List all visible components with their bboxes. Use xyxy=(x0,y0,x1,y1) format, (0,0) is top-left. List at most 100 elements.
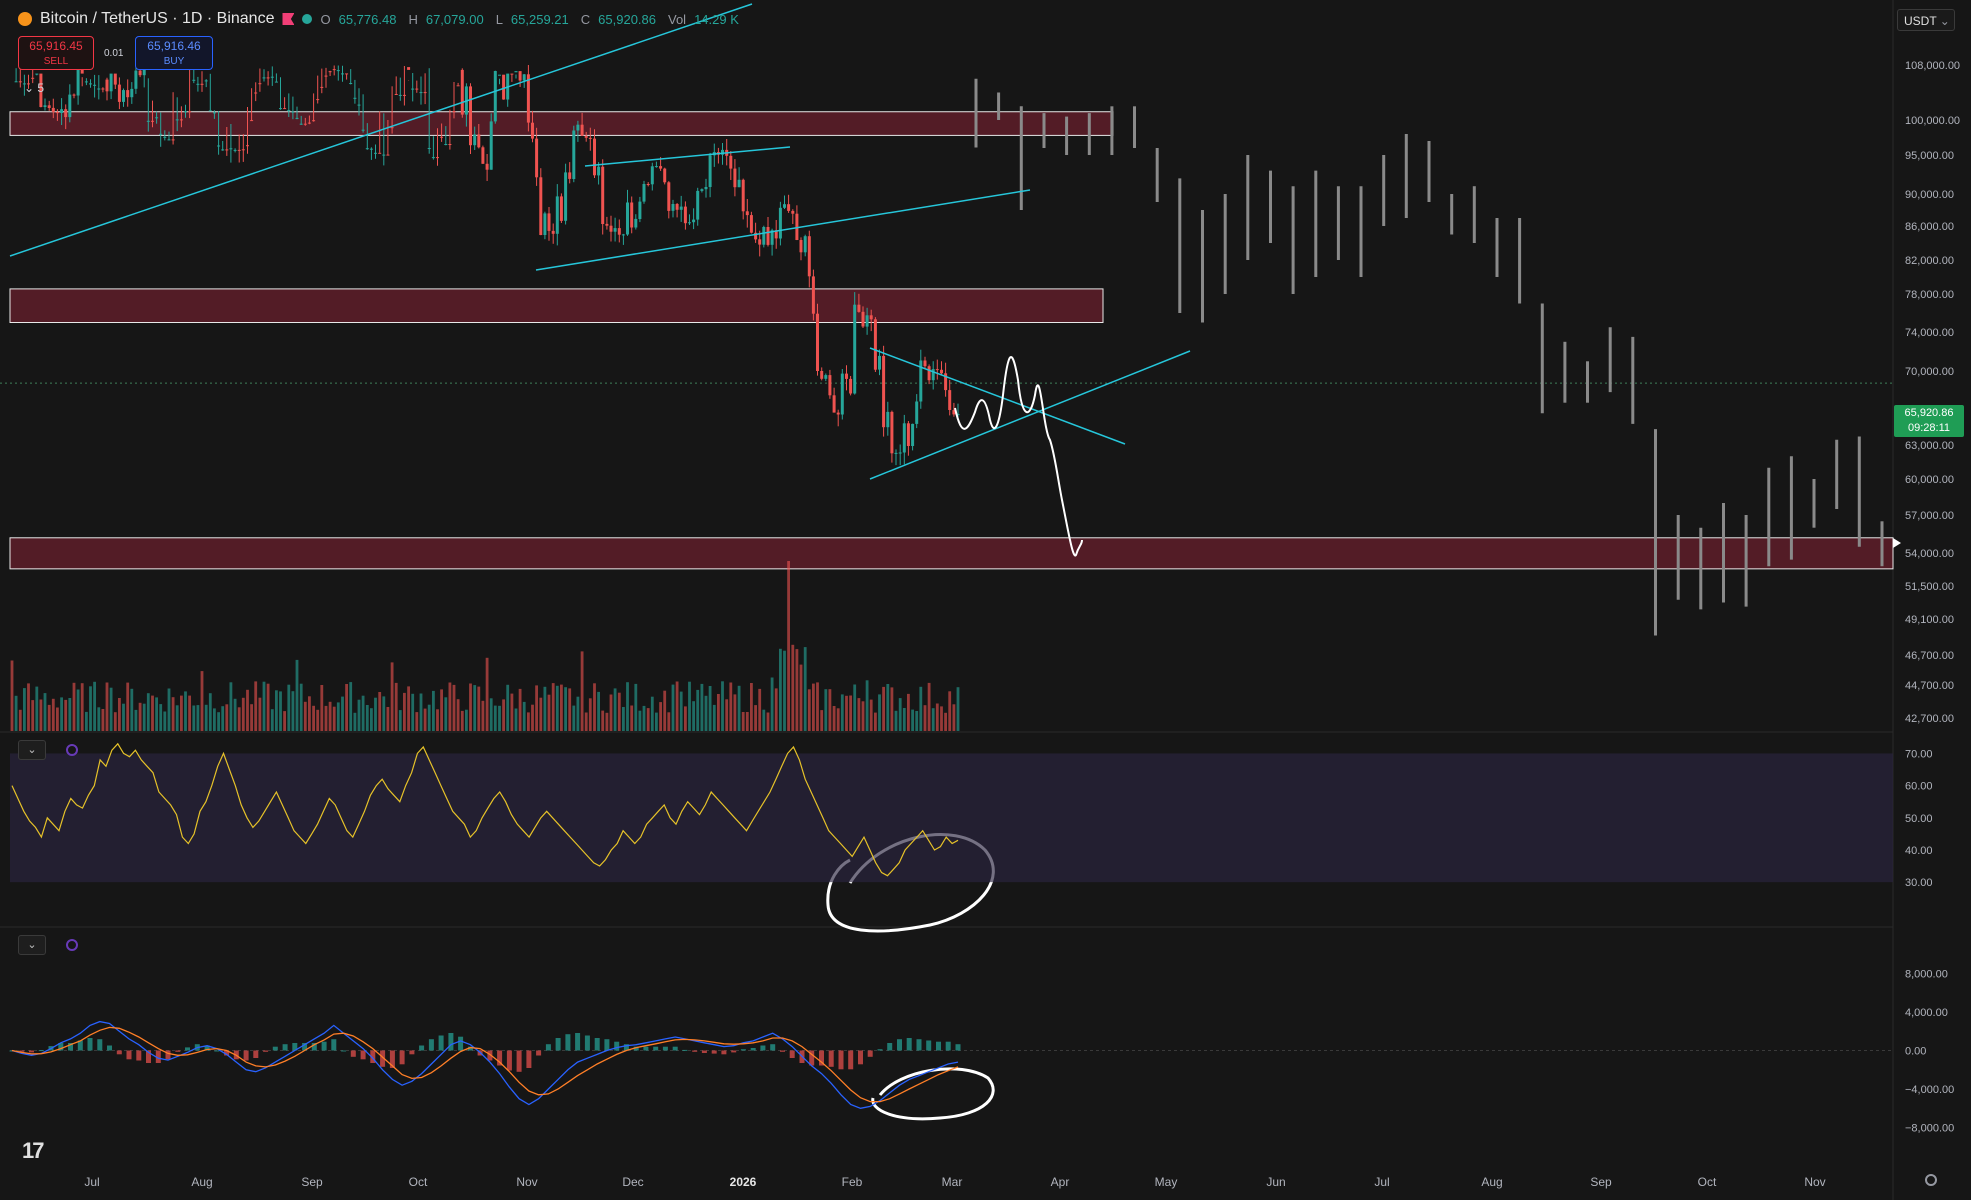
volume-bar xyxy=(564,687,567,731)
rsi-collapse-button[interactable]: ⌄ xyxy=(18,740,46,760)
volume-bar xyxy=(750,683,753,731)
volume-bar xyxy=(167,688,171,731)
macd-histogram-bar xyxy=(555,1038,561,1051)
sell-label: SELL xyxy=(43,56,69,67)
macd-histogram-bar xyxy=(848,1050,854,1070)
time-tick-label: Sep xyxy=(301,1175,323,1189)
macd-tick-label: 0.00 xyxy=(1905,1046,1926,1058)
candle-body xyxy=(613,228,617,232)
rsi-settings-icon[interactable] xyxy=(65,743,79,757)
volume-bar xyxy=(902,708,906,731)
candle-body xyxy=(477,134,481,148)
candle-body xyxy=(824,375,828,379)
candle-body xyxy=(473,134,477,146)
volume-bar xyxy=(700,683,704,731)
candle-body xyxy=(882,355,886,428)
volume-bar xyxy=(312,705,315,731)
volume-bar xyxy=(213,708,216,731)
macd-histogram-bar xyxy=(867,1050,873,1057)
price-tick-label: 49,100.00 xyxy=(1905,614,1954,626)
volume-bar xyxy=(365,705,369,731)
volume-bar xyxy=(861,701,865,731)
tradingview-logo[interactable]: 17 xyxy=(22,1138,45,1163)
candle-body xyxy=(654,166,658,168)
volume-bar xyxy=(865,680,869,731)
buy-price: 65,916.46 xyxy=(147,39,201,53)
sell-button[interactable]: 65,916.45 SELL xyxy=(18,36,94,70)
candle-body xyxy=(258,83,262,85)
volume-bar xyxy=(171,697,175,731)
volume-bar xyxy=(118,698,121,731)
volume-bar xyxy=(828,689,832,731)
volume-bar xyxy=(336,702,340,731)
volume-bar xyxy=(927,682,931,731)
price-tick-label: 51,500.00 xyxy=(1905,581,1954,593)
volume-bar xyxy=(617,692,621,731)
high-value: 67,079.00 xyxy=(425,11,484,27)
volume-bar xyxy=(419,693,423,731)
candle-body xyxy=(919,360,923,402)
candle-body xyxy=(539,177,543,235)
candle-body xyxy=(233,149,237,151)
macd-histogram-bar xyxy=(516,1050,522,1072)
volume-bar xyxy=(527,712,530,731)
macd-histogram-bar xyxy=(487,1050,493,1061)
macd-histogram-bar xyxy=(819,1050,824,1066)
buy-button[interactable]: 65,916.46 BUY xyxy=(135,36,213,70)
trendline xyxy=(535,189,1031,271)
gear-icon[interactable] xyxy=(1925,1174,1937,1186)
current-price: 65,920.86 xyxy=(1904,407,1954,419)
volume-bar xyxy=(634,683,638,731)
volume-bar xyxy=(113,712,117,731)
indicators-toggle[interactable]: ⌄ 5 xyxy=(24,81,44,95)
candle-body xyxy=(394,94,398,95)
macd-settings-icon[interactable] xyxy=(65,938,79,952)
volume-bar xyxy=(291,691,295,731)
candle-body xyxy=(849,378,853,394)
volume-bar xyxy=(109,687,113,731)
volume-bar xyxy=(551,683,555,731)
volume-bar xyxy=(613,688,617,731)
candle-body xyxy=(444,144,448,145)
symbol-title[interactable]: Bitcoin / TetherUS · 1D · Binance xyxy=(40,10,275,27)
macd-histogram-bar xyxy=(467,1046,473,1051)
sell-price: 65,916.45 xyxy=(29,39,83,53)
flag-icon[interactable] xyxy=(282,13,295,25)
bar-countdown: 09:28:11 xyxy=(1907,422,1950,434)
volume-bar xyxy=(432,690,435,731)
volume-bar xyxy=(473,685,477,731)
candle-body xyxy=(675,204,679,210)
currency-selector[interactable]: USDT ⌄ xyxy=(1897,9,1955,31)
candle-body xyxy=(299,123,303,125)
volume-bar xyxy=(820,710,824,731)
candle-body xyxy=(770,230,774,245)
macd-histogram-bar xyxy=(653,1046,659,1051)
candle-body xyxy=(898,452,902,454)
macd-collapse-button[interactable]: ⌄ xyxy=(18,935,46,955)
candle-body xyxy=(700,189,704,191)
candle-body xyxy=(448,144,452,145)
macd-histogram-bar xyxy=(350,1050,356,1057)
volume-bar xyxy=(460,710,464,731)
candle-body xyxy=(316,99,320,101)
volume-bar xyxy=(489,698,493,731)
volume-bar xyxy=(692,701,695,731)
macd-histogram-bar xyxy=(214,1050,220,1052)
candle-body xyxy=(617,228,621,235)
volume-bar xyxy=(477,686,481,731)
volume-bar xyxy=(398,710,402,731)
volume-bar xyxy=(712,704,716,731)
macd-histogram-bar xyxy=(58,1043,64,1051)
candle-body xyxy=(27,83,30,85)
rsi-line xyxy=(11,742,959,877)
candle-body xyxy=(295,117,299,119)
volume-bar xyxy=(799,664,803,731)
candle-body xyxy=(398,94,402,96)
volume-bar xyxy=(43,693,47,731)
volume-bar xyxy=(919,686,923,731)
macd-histogram-bar xyxy=(780,1050,785,1052)
volume-bar xyxy=(221,706,225,731)
candle-body xyxy=(733,168,737,188)
volume-bar xyxy=(655,712,658,731)
